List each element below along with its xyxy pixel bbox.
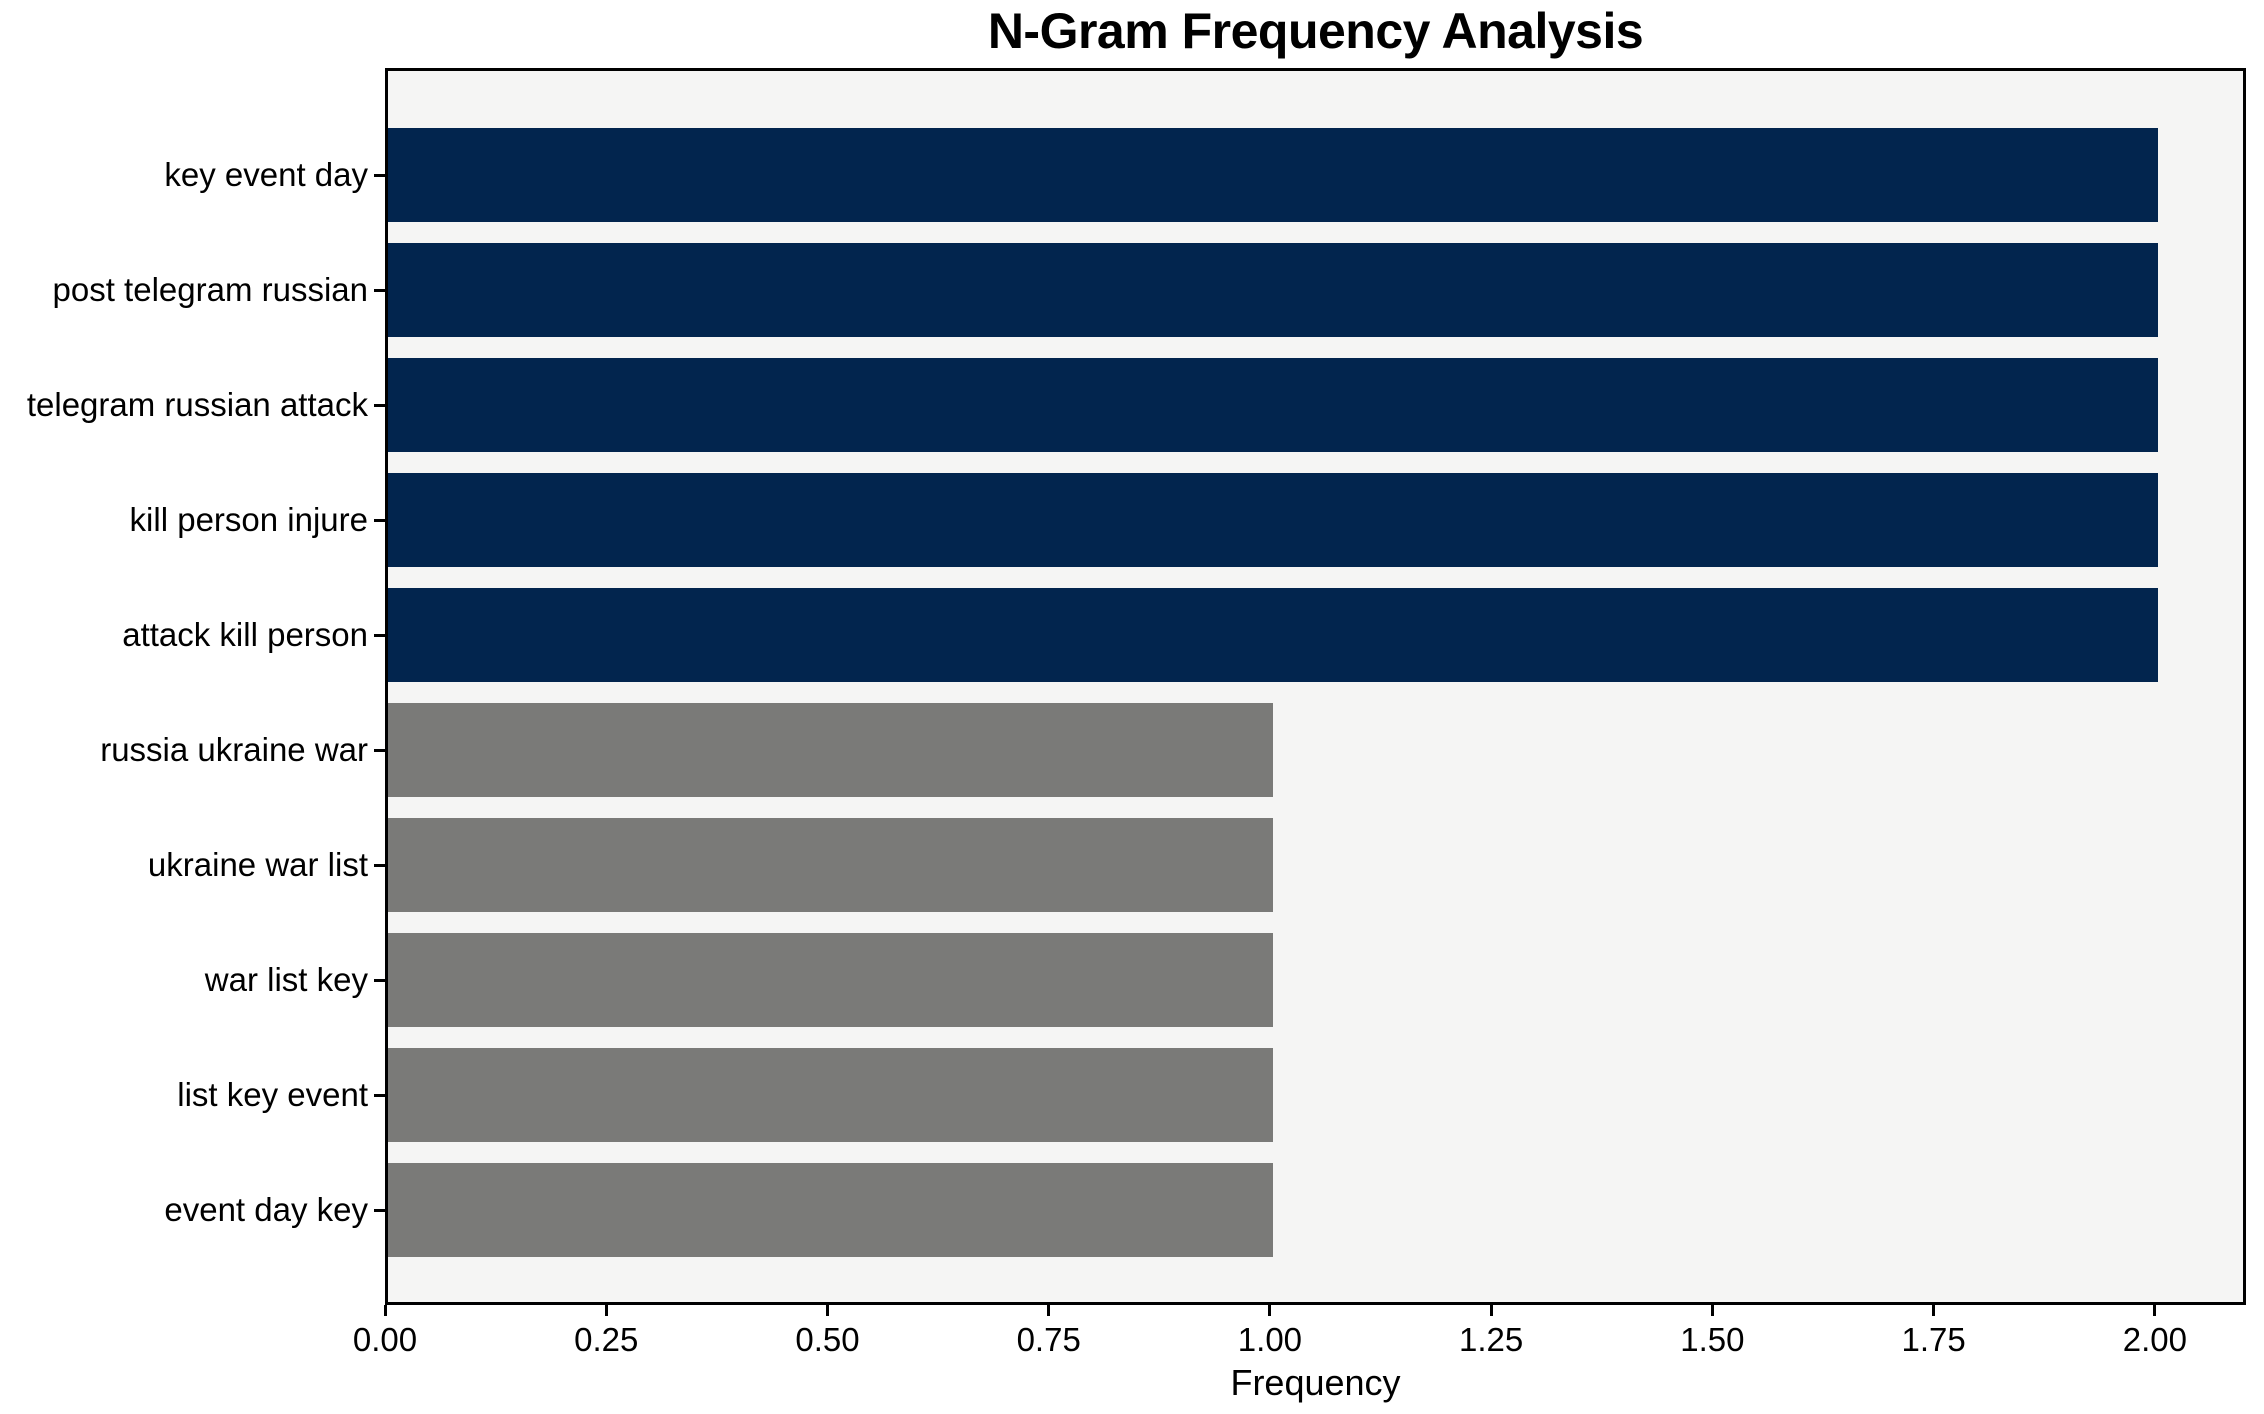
x-tick-label: 0.50 [795,1321,860,1358]
x-tick-label: 0.00 [352,1321,418,1358]
y-tick-label: list key event [177,1076,368,1113]
x-axis-label: Frequency [1230,1362,1401,1403]
x-tick-mark [2153,1305,2157,1316]
y-tick-label: attack kill person [122,616,368,653]
y-tick-label: telegram russian attack [26,386,368,423]
y-tick-label: russia ukraine war [100,731,368,768]
y-tick-mark [374,749,385,752]
y-tick-label: ukraine war list [147,846,368,883]
y-tick-mark [374,519,385,522]
x-tick-label: 0.25 [574,1321,639,1358]
x-tick-label: 1.75 [1901,1321,1966,1358]
y-tick-mark [374,174,385,177]
bar-russia-ukraine-war [388,703,1273,797]
x-tick-mark [1489,1305,1493,1316]
y-tick-mark [374,864,385,867]
x-tick-label: 1.25 [1459,1321,1524,1358]
bar-telegram-russian-attack [388,358,2158,452]
bar-ukraine-war-list [388,818,1273,912]
y-tick-mark [374,1209,385,1212]
bar-key-event-day [388,128,2158,222]
y-tick-label: key event day [164,156,368,193]
x-tick-label: 1.00 [1237,1321,1303,1358]
bar-attack-kill-person [388,588,2158,682]
y-tick-label: post telegram russian [52,271,368,308]
y-tick-mark [374,979,385,982]
x-tick-label: 2.00 [2122,1321,2187,1358]
y-tick-label: event day key [164,1191,368,1228]
x-tick-mark [1710,1305,1714,1316]
bar-kill-person-injure [388,473,2158,567]
x-tick-mark [1932,1305,1936,1316]
bar-event-day-key [388,1163,1273,1257]
y-tick-mark [374,634,385,637]
x-tick-mark [383,1305,387,1316]
x-tick-mark [604,1305,608,1316]
x-tick-mark [1268,1305,1272,1316]
bar-war-list-key [388,933,1273,1027]
y-tick-label: war list key [204,961,368,998]
x-tick-mark [1047,1305,1051,1316]
chart-title: N-Gram Frequency Analysis [987,3,1644,59]
plot-area [385,68,2246,1305]
x-tick-mark [825,1305,829,1316]
bar-post-telegram-russian [388,243,2158,337]
y-tick-mark [374,1094,385,1097]
y-tick-label: kill person injure [129,501,368,538]
y-tick-mark [374,404,385,407]
bar-list-key-event [388,1048,1273,1142]
x-tick-label: 1.50 [1680,1321,1745,1358]
x-tick-label: 0.75 [1016,1321,1081,1358]
y-tick-mark [374,289,385,292]
